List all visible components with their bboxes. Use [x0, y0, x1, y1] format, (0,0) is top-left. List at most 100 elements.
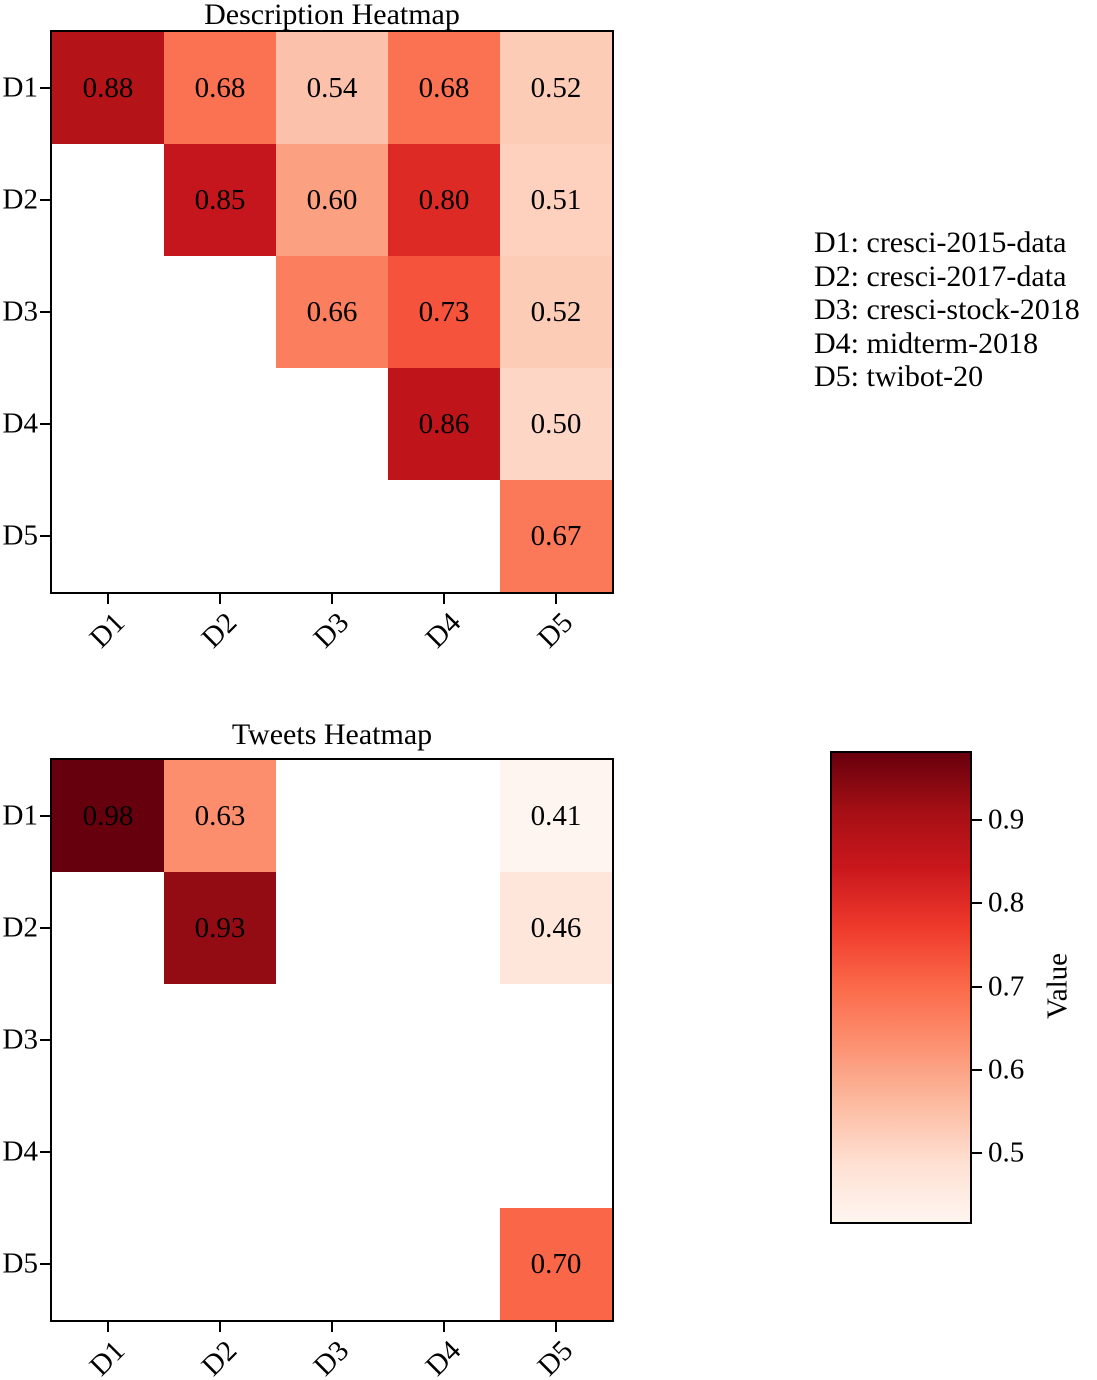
x-tick [555, 1322, 557, 1332]
heatmap-cell: 0.46 [500, 872, 612, 984]
x-tick-label: D4 [419, 606, 468, 655]
colorbar-tick [972, 986, 982, 988]
y-tick [40, 535, 50, 537]
y-tick-label: D1 [2, 799, 38, 832]
cell-value: 0.98 [82, 799, 134, 832]
x-tick [331, 1322, 333, 1332]
y-tick-label: D2 [2, 911, 38, 944]
cell-value: 0.68 [194, 71, 246, 104]
cell-value: 0.50 [530, 407, 582, 440]
cell-value: 0.67 [530, 519, 582, 552]
cell-value: 0.88 [82, 71, 134, 104]
y-tick-label: D5 [2, 1247, 38, 1280]
y-tick [40, 1263, 50, 1265]
x-tick-label: D2 [195, 1334, 244, 1380]
x-tick [443, 594, 445, 604]
x-tick-label: D2 [195, 606, 244, 655]
cell-value: 0.52 [530, 71, 582, 104]
heatmap-cell: 0.51 [500, 144, 612, 256]
heatmap-cell: 0.41 [500, 760, 612, 872]
x-tick [443, 1322, 445, 1332]
legend-item: D5: twibot-20 [814, 360, 984, 393]
cell-value: 0.63 [194, 799, 246, 832]
legend-item: D2: cresci-2017-data [814, 259, 1067, 293]
x-tick [219, 594, 221, 604]
heatmap-cell: 0.98 [52, 760, 164, 872]
cell-value: 0.80 [418, 183, 470, 216]
cell-value: 0.68 [418, 71, 470, 104]
y-tick-label: D3 [2, 1023, 38, 1056]
x-tick-label: D1 [83, 1334, 132, 1380]
x-tick-label: D5 [531, 1334, 580, 1380]
heatmap-cell: 0.52 [500, 32, 612, 144]
cell-value: 0.51 [530, 183, 582, 216]
x-tick-label: D1 [83, 606, 132, 655]
cell-value: 0.52 [530, 295, 582, 328]
cell-value: 0.41 [530, 799, 582, 832]
y-tick-label: D5 [2, 519, 38, 552]
cell-value: 0.85 [194, 183, 246, 216]
heatmap-cell: 0.67 [500, 480, 612, 592]
heatmap-cell: 0.73 [388, 256, 500, 368]
y-tick [40, 1151, 50, 1153]
colorbar [830, 751, 982, 1224]
heatmap-cell: 0.88 [52, 32, 164, 144]
cell-value: 0.66 [306, 295, 358, 328]
heatmap-cell: 0.50 [500, 368, 612, 480]
colorbar-tick-label: 0.9 [988, 803, 1025, 836]
heatmap-cell: 0.86 [388, 368, 500, 480]
y-tick-label: D2 [2, 183, 38, 216]
x-tick-label: D5 [531, 606, 580, 655]
heatmap-cell: 0.68 [164, 32, 276, 144]
y-tick [40, 87, 50, 89]
colorbar-tick [972, 1069, 982, 1071]
heatmap-cell: 0.68 [388, 32, 500, 144]
cell-value: 0.73 [418, 295, 470, 328]
heatmap-cell: 0.85 [164, 144, 276, 256]
y-tick [40, 311, 50, 313]
heatmap-cell: 0.70 [500, 1208, 612, 1320]
legend-item: D1: cresci-2015-data [814, 226, 1067, 259]
tweets-heatmap-title: Tweets Heatmap [231, 718, 433, 751]
heatmap-cell: 0.66 [276, 256, 388, 368]
x-tick [555, 594, 557, 604]
colorbar-tick [972, 819, 982, 821]
cell-value: 0.54 [306, 71, 358, 104]
colorbar-tick-label: 0.5 [988, 1136, 1025, 1169]
heatmap-cell: 0.93 [164, 872, 276, 984]
x-tick [219, 1322, 221, 1332]
x-tick-label: D4 [419, 1334, 468, 1380]
colorbar-tick [972, 902, 982, 904]
cell-value: 0.46 [530, 911, 582, 944]
heatmap-cell: 0.60 [276, 144, 388, 256]
y-tick [40, 927, 50, 929]
y-tick-label: D4 [2, 1135, 38, 1168]
colorbar-tick [972, 1152, 982, 1154]
description-heatmap: 0.88 0.68 0.54 0.68 0.52 0.85 0.60 0.80 0.51 0.66… [3, 30, 614, 654]
y-tick [40, 199, 50, 201]
heatmap-cell: 0.80 [388, 144, 500, 256]
heatmap-cell: 0.52 [500, 256, 612, 368]
cell-value: 0.60 [306, 183, 358, 216]
y-tick [40, 815, 50, 817]
heatmap-cell: 0.63 [164, 760, 276, 872]
heatmap-cell: 0.54 [276, 32, 388, 144]
y-tick [40, 1039, 50, 1041]
colorbar-tick-label: 0.7 [988, 970, 1025, 1003]
x-tick [107, 594, 109, 604]
y-tick-label: D4 [2, 407, 38, 440]
x-tick-label: D3 [307, 1334, 356, 1380]
colorbar-axis-label: Value [1041, 952, 1074, 1020]
tweets-heatmap: 0.98 0.63 0.41 0.93 0.46 0.70 D1 D2 D3 D4 D5 D1 D2 D3… [3, 758, 614, 1380]
colorbar-tick-label: 0.6 [988, 1053, 1025, 1086]
x-tick-label: D3 [307, 606, 356, 655]
cell-value: 0.86 [418, 407, 470, 440]
x-tick [107, 1322, 109, 1332]
legend: D1: cresci-2015-data D2: cresci-2017-dat… [814, 226, 1080, 394]
colorbar-tick-label: 0.8 [988, 886, 1025, 919]
y-tick [40, 423, 50, 425]
cell-value: 0.93 [194, 911, 246, 944]
description-heatmap-title: Description Heatmap [204, 0, 460, 31]
y-tick-label: D3 [2, 295, 38, 328]
